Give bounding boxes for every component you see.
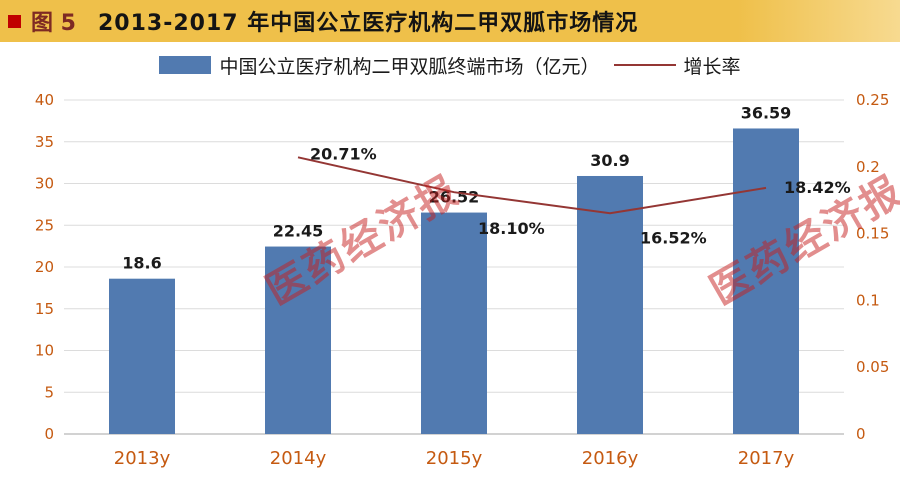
title-banner: 图 5 2013-2017 年中国公立医疗机构二甲双胍市场情况	[0, 0, 900, 42]
bar	[421, 212, 487, 434]
legend-bar-label: 中国公立医疗机构二甲双胍终端市场（亿元）	[219, 55, 600, 78]
x-axis-label: 2017y	[738, 448, 795, 469]
legend-line-label: 增长率	[683, 55, 741, 78]
x-axis-label: 2014y	[270, 448, 327, 469]
right-axis-tick-label: 0	[856, 425, 866, 443]
left-axis-tick-label: 0	[44, 425, 54, 443]
left-axis-tick-label: 5	[44, 383, 54, 401]
right-axis-tick-label: 0.25	[856, 91, 889, 109]
red-square-bullet-icon	[8, 14, 21, 28]
left-axis-tick-label: 20	[35, 258, 54, 276]
bar	[577, 175, 643, 435]
bar	[109, 278, 175, 434]
bar	[733, 128, 799, 434]
line-series-swatch-icon	[613, 64, 676, 66]
page-title: 2013-2017 年中国公立医疗机构二甲双胍市场情况	[97, 11, 639, 36]
line-value-label: 20.71%	[310, 144, 377, 163]
x-axis-label: 2015y	[426, 448, 483, 469]
left-axis-tick-label: 10	[35, 342, 54, 360]
bar-value-label: 26.52	[429, 188, 480, 207]
line-value-label: 18.42%	[784, 178, 851, 197]
left-axis-tick-label: 25	[35, 216, 54, 234]
chart-legend: 中国公立医疗机构二甲双胍终端市场（亿元） 增长率	[0, 42, 900, 88]
left-axis-tick-label: 15	[35, 300, 54, 318]
left-axis-tick-label: 30	[35, 175, 54, 193]
figure-label: 图 5	[31, 11, 76, 36]
combo-chart: 0 5 10 15 20 25 30 35 40 0 0.05 0.1 0.15 0.2 0.25 2013y…	[0, 88, 900, 477]
bar-value-label: 18.6	[122, 254, 161, 273]
right-axis-tick-label: 0.15	[856, 225, 889, 243]
combo-chart-svg: 0 5 10 15 20 25 30 35 40 0 0.05 0.1 0.15 0.2 0.25 2013y…	[35, 91, 890, 469]
bar-value-label: 36.59	[741, 103, 792, 122]
line-value-label: 18.10%	[478, 219, 545, 238]
x-axis-label: 2016y	[582, 448, 639, 469]
bar-series-swatch-icon	[159, 56, 212, 74]
left-axis-tick-label: 35	[35, 133, 54, 151]
right-axis-tick-label: 0.2	[856, 158, 880, 176]
right-axis-tick-label: 0.05	[856, 358, 889, 376]
line-value-label: 16.52%	[640, 228, 707, 247]
right-axis-tick-label: 0.1	[856, 291, 880, 309]
left-axis-tick-label: 40	[35, 91, 54, 109]
bar	[265, 246, 331, 434]
bar-value-label: 22.45	[273, 222, 324, 241]
growth-rate-line	[297, 156, 767, 215]
bar-value-label: 30.9	[590, 151, 629, 170]
x-axis-label: 2013y	[114, 448, 171, 469]
